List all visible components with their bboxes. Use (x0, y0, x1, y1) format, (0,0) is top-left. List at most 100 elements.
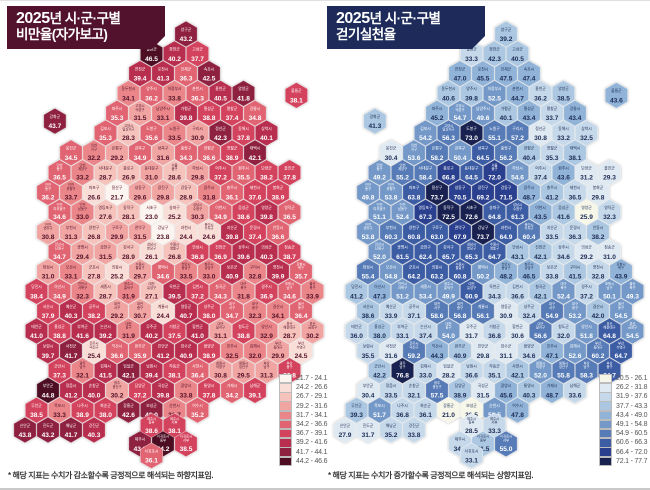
region-name: 송파구 (489, 205, 500, 210)
region-name: 금정구 (308, 325, 317, 330)
region-name: 북구 (560, 285, 566, 290)
region-value: 41.3 (157, 76, 170, 83)
region-hex-shape (471, 297, 495, 325)
region-hex-shape (162, 357, 187, 384)
region-value: 38.5 (180, 446, 193, 453)
region-name: 순창군 (409, 383, 420, 388)
region-hex-shape (93, 357, 118, 384)
region-hex-shape (208, 317, 233, 345)
region-hex-shape (47, 317, 72, 345)
region-name: 청송군 (604, 245, 615, 250)
region-name: 문경시 (570, 225, 580, 230)
region-value: 33.5 (385, 392, 398, 399)
region-hex-shape (482, 198, 507, 226)
region-hex-shape (574, 357, 599, 384)
region-name: 대전 (148, 281, 154, 286)
region-name: 음성군 (558, 205, 569, 210)
region-hex-shape (574, 198, 599, 226)
region-value: 63.2 (431, 274, 444, 281)
region-name: 사천시 (512, 363, 522, 368)
region-hex-shape (471, 99, 495, 127)
region-name: 강릉시 (250, 106, 260, 111)
region-hex-shape (540, 377, 564, 404)
region-value: 42.6 (122, 412, 135, 419)
region-hex-shape (586, 258, 610, 285)
region-hex-shape (70, 278, 95, 305)
region-value: 32.3 (76, 293, 89, 300)
region-name: 청도군 (238, 324, 249, 329)
region-name: 서귀포시 (500, 434, 512, 439)
region-hex-shape (162, 80, 187, 107)
region-name: 거창군 (489, 324, 500, 329)
region-name: 양주시 (466, 86, 476, 91)
region-name: 영통구 (490, 245, 499, 250)
region-name: 부산 (595, 341, 601, 346)
region-name: 중구 (606, 365, 612, 369)
region-name: 순천시 (489, 403, 499, 408)
region-name: 포항시 (285, 281, 294, 286)
region-value: 38.9 (76, 412, 89, 419)
region-name: 김해시 (570, 344, 580, 349)
legend-label: 24.2 - 26.6 (296, 384, 328, 392)
region-value: 38.6 (237, 214, 250, 221)
region-name: 목포시 (374, 403, 384, 408)
region-hex-shape (356, 297, 380, 325)
region-name: 옥천군 (169, 284, 180, 289)
region-value: 55.0 (500, 446, 513, 453)
region-value: 26.6 (88, 194, 101, 201)
region-name: 임실군 (443, 363, 454, 368)
region-value: 38.8 (203, 115, 216, 122)
region-hex-shape (356, 179, 380, 206)
region-name: 수정구 (193, 206, 202, 211)
legend-row: 24.2 - 26.6 (279, 383, 349, 393)
region-name: 도봉구 (466, 126, 477, 131)
region-hex-shape (185, 278, 210, 305)
region-hex-shape (482, 80, 507, 107)
region-hex-shape (448, 139, 472, 167)
region-hex-shape (277, 159, 302, 186)
legend-swatch (279, 428, 292, 439)
region-value: 43.4 (523, 115, 536, 122)
region-hex-shape (379, 218, 403, 246)
region-value: 35.3 (111, 115, 124, 122)
region-value: 54.5 (626, 333, 639, 340)
region-hex-shape (344, 278, 369, 305)
region-hex-shape (13, 416, 37, 444)
region-name: 청주시 (204, 261, 213, 266)
region-name: 포천시 (478, 66, 488, 71)
region-hex-shape (517, 99, 541, 127)
region-value: 28.1 (122, 214, 135, 221)
region-hex-shape (105, 297, 129, 325)
region-value: 31.6 (157, 155, 170, 162)
legend-swatch (599, 383, 612, 393)
region-name: 춘천시 (192, 86, 202, 91)
region-value: 38.5 (557, 95, 570, 102)
region-hex-shape (448, 179, 472, 206)
region-value: 40.5 (511, 56, 524, 63)
region-name: 남해군 (250, 383, 261, 388)
region-value: 41.6 (76, 333, 89, 340)
region-name: 울릉군 (291, 88, 302, 93)
